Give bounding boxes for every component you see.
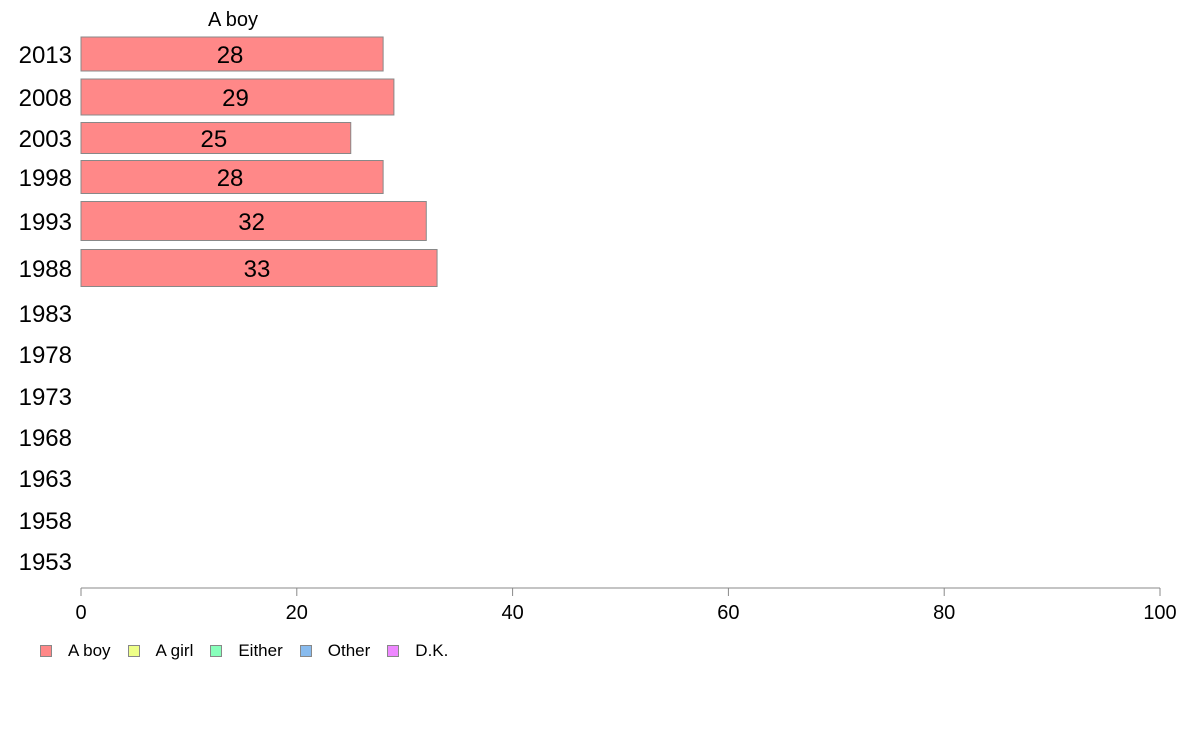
- legend-swatch: [387, 645, 400, 657]
- bar-value-label: 25: [201, 126, 228, 153]
- series-title: A boy: [208, 9, 258, 31]
- category-label: 1953: [19, 549, 72, 576]
- category-label: 1968: [19, 425, 72, 452]
- legend-label: D.K.: [415, 641, 449, 660]
- legend: A boy A girl Either Other D.K.: [40, 641, 465, 661]
- x-tick-label: 80: [933, 602, 955, 624]
- x-tick-label: 0: [75, 602, 86, 624]
- legend-label: Either: [238, 641, 283, 660]
- bar-value-label: 28: [217, 42, 244, 69]
- bar: [80, 122, 352, 154]
- legend-swatch: [299, 645, 312, 657]
- category-label: 1973: [19, 384, 72, 411]
- bar: [80, 160, 384, 194]
- category-label: 2013: [19, 42, 72, 69]
- legend-label: Other: [327, 641, 371, 660]
- legend-item: Other: [299, 641, 371, 661]
- legend-label: A girl: [155, 641, 194, 660]
- x-tick-label: 40: [501, 602, 523, 624]
- bar-value-label: 29: [222, 85, 249, 112]
- x-tick-label: 20: [286, 602, 308, 624]
- legend-swatch: [40, 645, 52, 657]
- bar: [80, 249, 438, 287]
- legend-swatch: [127, 645, 140, 657]
- category-label: 2008: [19, 85, 72, 112]
- category-label: 1958: [19, 508, 72, 535]
- bar-value-label: 32: [238, 209, 265, 236]
- bar: [80, 78, 395, 116]
- category-label: 1998: [19, 165, 72, 192]
- legend-item: Either: [210, 641, 283, 661]
- category-label: 1978: [19, 342, 72, 369]
- category-label: 1963: [19, 466, 72, 493]
- category-label: 1988: [19, 256, 72, 283]
- legend-swatch: [210, 645, 223, 657]
- bar: [80, 36, 384, 72]
- legend-label: A boy: [68, 641, 111, 660]
- legend-item: A boy: [40, 641, 111, 661]
- category-label: 1993: [19, 209, 72, 236]
- legend-item: A girl: [127, 641, 194, 661]
- x-tick-label: 60: [717, 602, 739, 624]
- legend-item: D.K.: [387, 641, 448, 661]
- x-tick-label: 100: [1143, 602, 1176, 624]
- bar-value-label: 33: [244, 256, 271, 283]
- bar-value-label: 28: [217, 165, 244, 192]
- bar: [80, 201, 427, 241]
- category-label: 1983: [19, 301, 72, 328]
- category-label: 2003: [19, 126, 72, 153]
